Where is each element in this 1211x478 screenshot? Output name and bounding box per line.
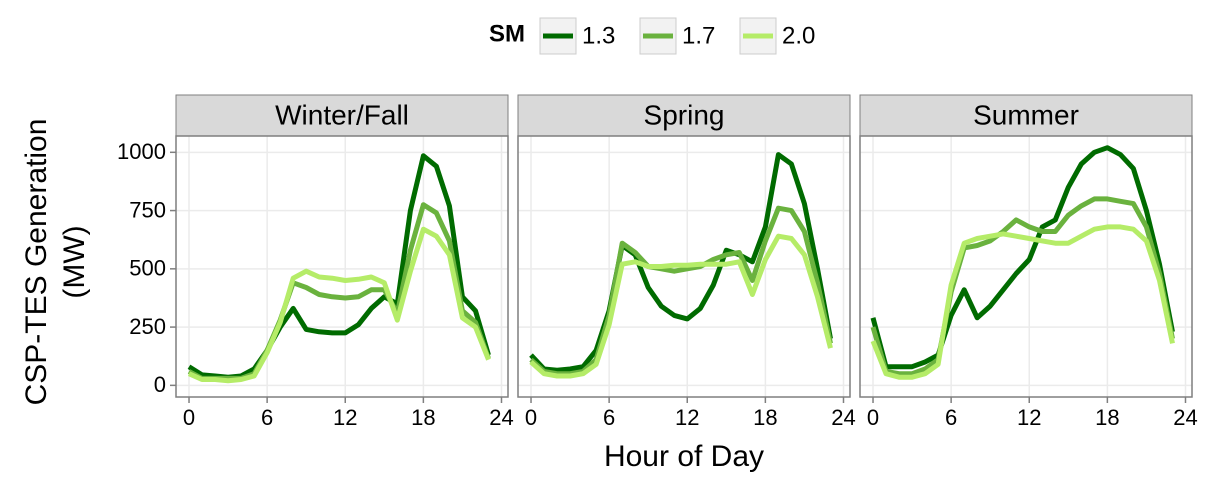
x-tick-label: 18 [1095, 405, 1119, 430]
series-line [529, 233, 833, 379]
legend-label: 1.3 [582, 22, 615, 49]
x-tick-label: 0 [525, 405, 537, 430]
x-tick-label: 18 [411, 405, 435, 430]
y-axis-label: (MW) [58, 225, 91, 298]
legend-label: 2.0 [782, 22, 815, 49]
x-tick-label: 18 [753, 405, 777, 430]
x-tick-label: 12 [333, 405, 357, 430]
series-line [870, 224, 1175, 380]
x-tick-label: 0 [183, 405, 195, 430]
panel-border [175, 135, 509, 398]
x-tick-label: 6 [603, 405, 615, 430]
strip [859, 94, 1193, 137]
x-tick-label: 6 [945, 405, 957, 430]
x-tick-label: 12 [1017, 405, 1041, 430]
y-tick-label: 500 [129, 256, 166, 281]
y-tick-label: 0 [154, 372, 166, 397]
panel-title: Winter/Fall [275, 99, 409, 130]
series-line [529, 152, 833, 373]
panel-border [517, 135, 851, 398]
panel-border [859, 135, 1193, 398]
y-tick-label: 250 [129, 314, 166, 339]
panel-title: Summer [973, 99, 1079, 130]
x-tick-label: 24 [831, 405, 855, 430]
strip [517, 94, 851, 137]
x-tick-label: 12 [675, 405, 699, 430]
legend-title: SM [489, 20, 525, 47]
y-tick-label: 750 [129, 197, 166, 222]
series-line [870, 145, 1175, 370]
x-axis-label: Hour of Day [604, 440, 764, 473]
x-tick-label: 0 [867, 405, 879, 430]
series-line [870, 196, 1175, 377]
x-tick-label: 24 [1173, 405, 1197, 430]
y-tick-label: 1000 [117, 139, 166, 164]
x-tick-label: 6 [261, 405, 273, 430]
panel-title: Spring [644, 99, 725, 130]
series-line [187, 226, 491, 384]
legend-label: 1.7 [682, 22, 715, 49]
x-tick-label: 24 [489, 405, 513, 430]
y-axis-label: CSP-TES Generation [20, 119, 53, 406]
